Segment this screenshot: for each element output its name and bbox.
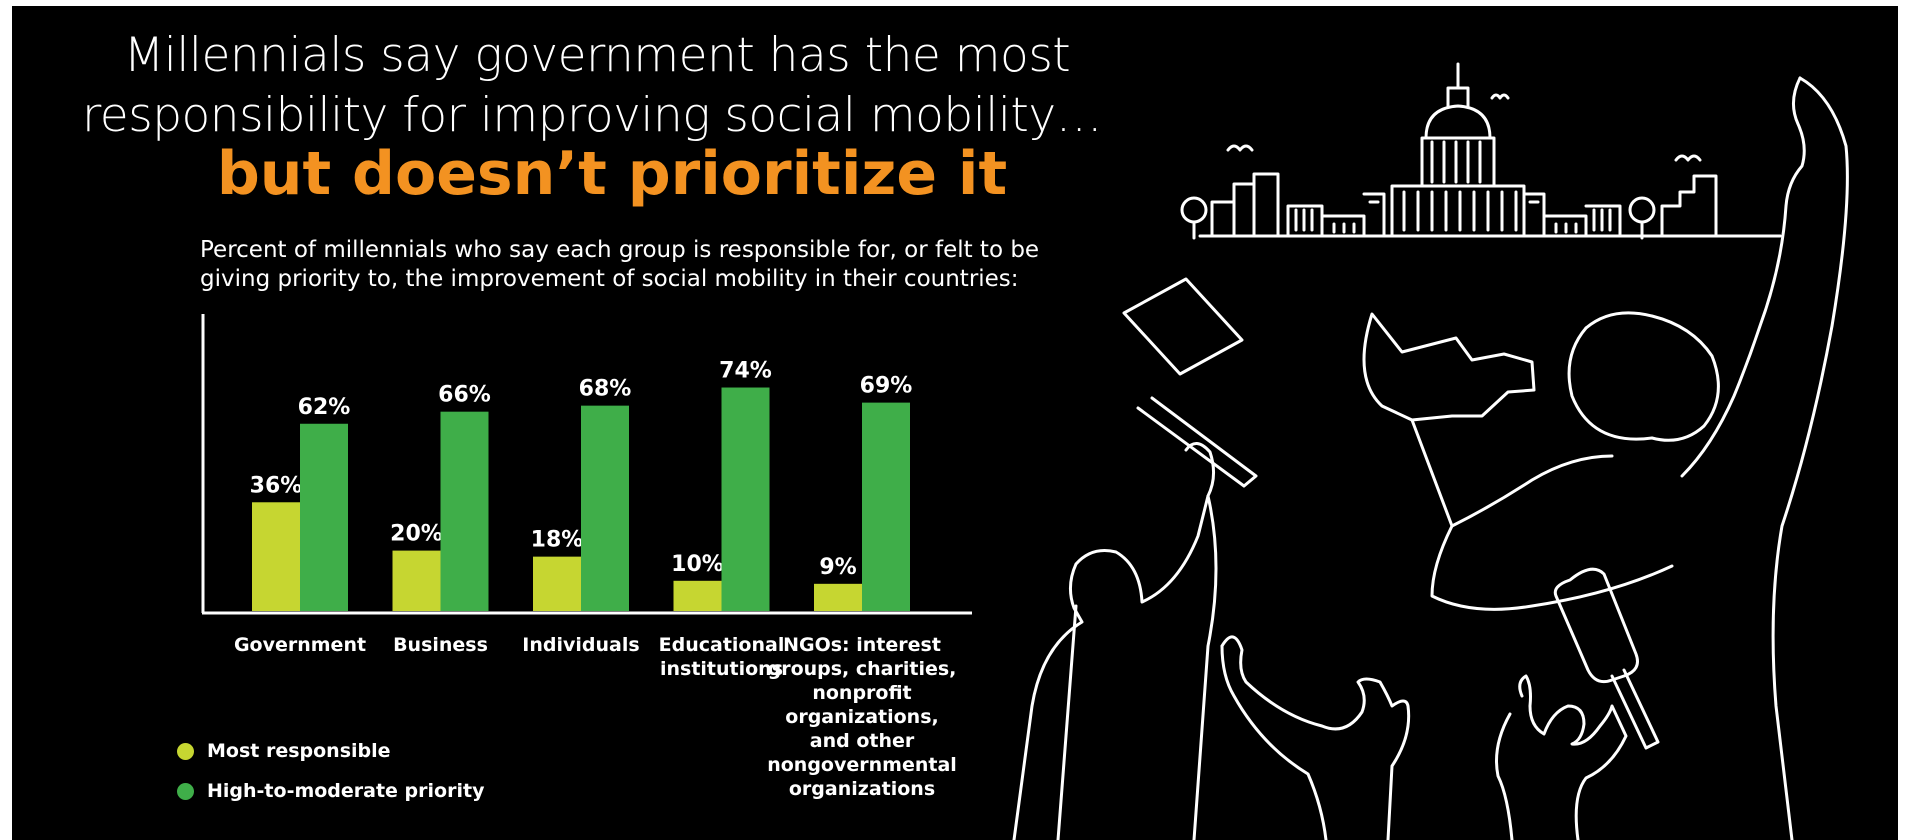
category-label-2-line-0: Individuals: [522, 634, 640, 656]
bar-most-responsible-2: [533, 556, 581, 611]
bar-high-priority-2: [581, 405, 629, 611]
capitol-skyline-icon: [1180, 62, 1782, 240]
protester-small-sign-icon: [1495, 567, 1660, 840]
category-label-0: Government: [200, 633, 400, 657]
protester-with-sign-icon: [1012, 277, 1258, 840]
legend-high-priority: High-to-moderate priority: [177, 779, 484, 803]
category-label-1-line-0: Business: [393, 634, 488, 656]
legend-label-high-priority: High-to-moderate priority: [207, 780, 485, 802]
title-line-2: responsibility for improving social mobi…: [82, 88, 1103, 143]
category-label-4: NGOs: interest groups, charities, nonprofi…: [762, 633, 962, 801]
category-label-4-line-0: NGOs: interest: [783, 634, 941, 656]
category-label-0-line-0: Government: [233, 634, 367, 656]
bar-high-priority-0: [300, 423, 348, 611]
bar-chart: 36% 62% 20% 66% 18% 68% 10% 74% 9% 69%: [201, 314, 972, 615]
bar-most-responsible-1: [392, 550, 441, 611]
bar-most-responsible-4: [814, 583, 862, 611]
category-label-4-line-1: groups, charities,: [767, 658, 957, 680]
infographic-panel: Millennials say government has the most …: [12, 6, 1898, 840]
chart-subtitle: Percent of millennials who say each grou…: [200, 237, 1040, 292]
bar-high-priority-4: [862, 402, 910, 611]
title-highlight: but doesn’t prioritize it: [216, 139, 1008, 209]
category-label-2: Individuals: [481, 633, 681, 657]
legend-label-most-responsible: Most responsible: [207, 740, 391, 762]
protester-with-megaphone-icon: [1362, 76, 1849, 840]
legend-most-responsible: Most responsible: [177, 739, 391, 763]
title-line-1: Millennials say government has the most: [123, 28, 1071, 83]
data-label-high-priority-2: 68%: [579, 377, 632, 402]
category-label-3-line-1: institutions: [659, 658, 784, 680]
data-label-most-responsible-3: 10%: [671, 552, 724, 577]
data-label-high-priority-1: 66%: [438, 383, 491, 408]
category-label-4-line-5: nongovernmental: [767, 754, 957, 776]
legend-dot-high-priority: [177, 782, 194, 800]
data-label-high-priority-3: 74%: [719, 359, 772, 384]
category-label-1: Business: [341, 633, 541, 657]
protest-illustration: [1012, 62, 1849, 840]
data-label-most-responsible-2: 18%: [531, 528, 584, 553]
legend-dot-most-responsible: [177, 742, 194, 760]
protester-raised-hands-icon: [1220, 635, 1411, 840]
data-label-high-priority-4: 69%: [860, 374, 913, 399]
category-label-3: Educational institutions: [622, 633, 822, 681]
data-label-most-responsible-0: 36%: [250, 473, 303, 498]
category-label-3-line-0: Educational: [658, 634, 785, 656]
bar-high-priority-3: [721, 387, 770, 611]
bar-high-priority-1: [440, 411, 489, 611]
data-label-high-priority-0: 62%: [298, 395, 351, 420]
bar-most-responsible-3: [673, 580, 722, 611]
category-label-4-line-2: nonprofit: [812, 682, 912, 704]
category-label-4-line-6: organizations: [788, 778, 936, 800]
bar-most-responsible-0: [252, 502, 300, 611]
category-label-4-line-3: organizations,: [785, 706, 939, 728]
data-label-most-responsible-4: 9%: [819, 555, 856, 580]
category-label-4-line-4: and other: [809, 730, 915, 752]
data-label-most-responsible-1: 20%: [390, 522, 443, 547]
